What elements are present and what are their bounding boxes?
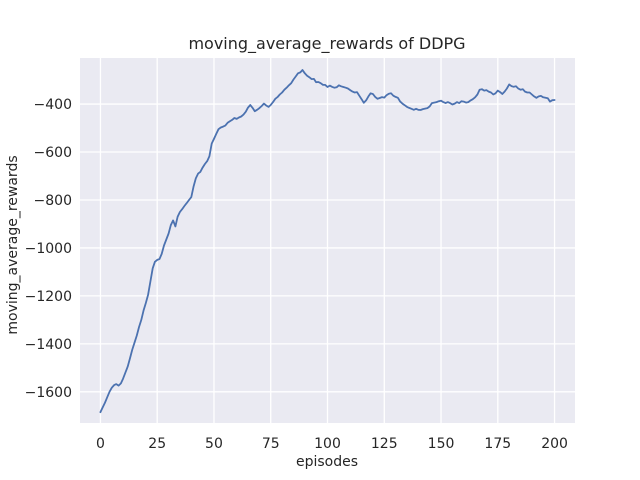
reward-line (99, 69, 556, 414)
y-tick-label: −600 (34, 145, 72, 161)
x-tick-label: 0 (96, 436, 105, 452)
y-tick-label: −1000 (25, 241, 72, 257)
x-tick-label: 75 (262, 436, 280, 452)
y-tick-labels: −400 −600 −800 −1000 −1200 −1400 −1600 (25, 97, 72, 401)
x-tick-label: 175 (484, 436, 511, 452)
y-tick-label: −1200 (25, 289, 72, 305)
x-tick-label: 100 (314, 436, 341, 452)
x-tick-labels: 0 25 50 75 100 125 150 175 200 (96, 436, 568, 452)
x-tick-label: 125 (371, 436, 398, 452)
y-axis-label: moving_average_rewards (5, 155, 21, 334)
chart-title: moving_average_rewards of DDPG (188, 34, 465, 54)
y-tick-label: −1600 (25, 385, 72, 401)
y-tick-label: −800 (34, 193, 72, 209)
x-tick-label: 150 (428, 436, 455, 452)
y-tick-label: −1400 (25, 337, 72, 353)
x-axis-label: episodes (296, 454, 358, 470)
x-tick-label: 200 (541, 436, 568, 452)
y-tick-label: −400 (34, 97, 72, 113)
grid-lines (80, 58, 575, 423)
x-tick-label: 50 (205, 436, 223, 452)
x-tick-label: 25 (148, 436, 166, 452)
